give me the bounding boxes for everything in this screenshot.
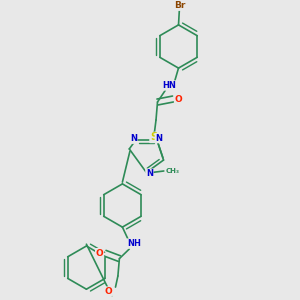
Text: Br: Br xyxy=(174,1,186,10)
Text: HN: HN xyxy=(162,81,176,90)
Text: N: N xyxy=(155,134,162,142)
Text: N: N xyxy=(130,134,137,143)
Text: O: O xyxy=(104,287,112,296)
Text: O: O xyxy=(96,249,104,258)
Text: N: N xyxy=(146,169,153,178)
Text: NH: NH xyxy=(127,239,141,248)
Text: O: O xyxy=(175,94,182,103)
Text: CH₃: CH₃ xyxy=(165,168,179,174)
Text: S: S xyxy=(150,132,157,142)
